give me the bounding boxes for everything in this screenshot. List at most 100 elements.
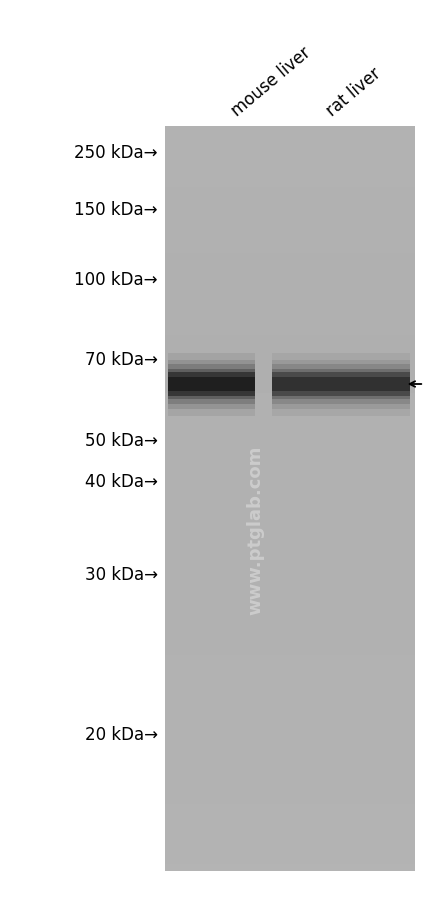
- Bar: [165, 625, 415, 633]
- Bar: [165, 811, 415, 819]
- Bar: [165, 373, 415, 381]
- Bar: [165, 387, 415, 395]
- Bar: [165, 580, 415, 589]
- Bar: [165, 550, 415, 559]
- Bar: [165, 164, 415, 172]
- Bar: [272, 378, 410, 391]
- Bar: [272, 373, 410, 397]
- Bar: [165, 261, 415, 269]
- Bar: [165, 268, 415, 277]
- Text: rat liver: rat liver: [323, 64, 385, 120]
- Bar: [165, 796, 415, 805]
- Bar: [165, 454, 415, 463]
- Bar: [165, 848, 415, 856]
- Text: 40 kDa→: 40 kDa→: [85, 473, 158, 491]
- Bar: [165, 751, 415, 759]
- Bar: [165, 224, 415, 232]
- Bar: [165, 402, 415, 410]
- Bar: [165, 744, 415, 752]
- Bar: [165, 618, 415, 626]
- Bar: [165, 543, 415, 551]
- Bar: [168, 365, 255, 404]
- Bar: [165, 446, 415, 455]
- Text: www.ptglab.com: www.ptglab.com: [246, 445, 264, 614]
- Bar: [165, 305, 415, 314]
- Bar: [165, 499, 415, 507]
- Bar: [165, 393, 415, 871]
- Bar: [165, 841, 415, 849]
- Bar: [165, 662, 415, 670]
- Bar: [165, 432, 415, 440]
- Bar: [165, 610, 415, 619]
- Bar: [165, 855, 415, 863]
- Bar: [165, 179, 415, 188]
- Bar: [165, 483, 415, 492]
- Bar: [165, 410, 415, 418]
- Bar: [165, 171, 415, 179]
- Bar: [165, 766, 415, 775]
- Bar: [272, 360, 410, 409]
- Bar: [165, 231, 415, 239]
- Bar: [165, 298, 415, 306]
- Bar: [165, 676, 415, 686]
- Bar: [165, 462, 415, 470]
- Bar: [165, 320, 415, 328]
- Bar: [168, 369, 255, 400]
- Bar: [165, 201, 415, 209]
- Bar: [165, 424, 415, 433]
- Bar: [165, 573, 415, 581]
- Bar: [168, 378, 255, 391]
- Bar: [165, 127, 415, 135]
- Bar: [165, 706, 415, 715]
- Bar: [165, 343, 415, 351]
- Bar: [165, 469, 415, 477]
- Text: 70 kDa→: 70 kDa→: [85, 351, 158, 369]
- Bar: [165, 380, 415, 388]
- Bar: [165, 722, 415, 730]
- Bar: [165, 788, 415, 796]
- Bar: [165, 669, 415, 677]
- Bar: [165, 655, 415, 663]
- Bar: [168, 373, 255, 397]
- Bar: [165, 685, 415, 693]
- Bar: [165, 536, 415, 544]
- Bar: [165, 357, 415, 365]
- Bar: [165, 692, 415, 700]
- Bar: [165, 804, 415, 812]
- Bar: [165, 729, 415, 737]
- Bar: [165, 640, 415, 648]
- Bar: [165, 216, 415, 225]
- Text: 20 kDa→: 20 kDa→: [85, 725, 158, 743]
- Bar: [165, 529, 415, 537]
- Bar: [165, 246, 415, 254]
- Bar: [165, 699, 415, 707]
- Bar: [165, 818, 415, 826]
- Bar: [165, 520, 415, 529]
- Bar: [165, 364, 415, 373]
- Bar: [165, 417, 415, 425]
- Bar: [165, 647, 415, 656]
- Bar: [165, 283, 415, 291]
- Bar: [165, 714, 415, 723]
- Bar: [165, 394, 415, 403]
- Bar: [165, 157, 415, 165]
- Bar: [165, 439, 415, 447]
- Bar: [165, 759, 415, 767]
- Bar: [165, 208, 415, 217]
- Bar: [165, 513, 415, 521]
- Bar: [272, 353, 410, 416]
- Bar: [165, 149, 415, 158]
- Text: 30 kDa→: 30 kDa→: [85, 566, 158, 584]
- Bar: [165, 603, 415, 611]
- Bar: [165, 194, 415, 202]
- Bar: [165, 862, 415, 871]
- Bar: [168, 360, 255, 409]
- Bar: [165, 736, 415, 745]
- Bar: [165, 335, 415, 344]
- Bar: [165, 187, 415, 195]
- Bar: [165, 774, 415, 782]
- Text: 50 kDa→: 50 kDa→: [85, 431, 158, 449]
- Bar: [165, 350, 415, 358]
- Bar: [165, 825, 415, 833]
- Text: 150 kDa→: 150 kDa→: [74, 201, 158, 219]
